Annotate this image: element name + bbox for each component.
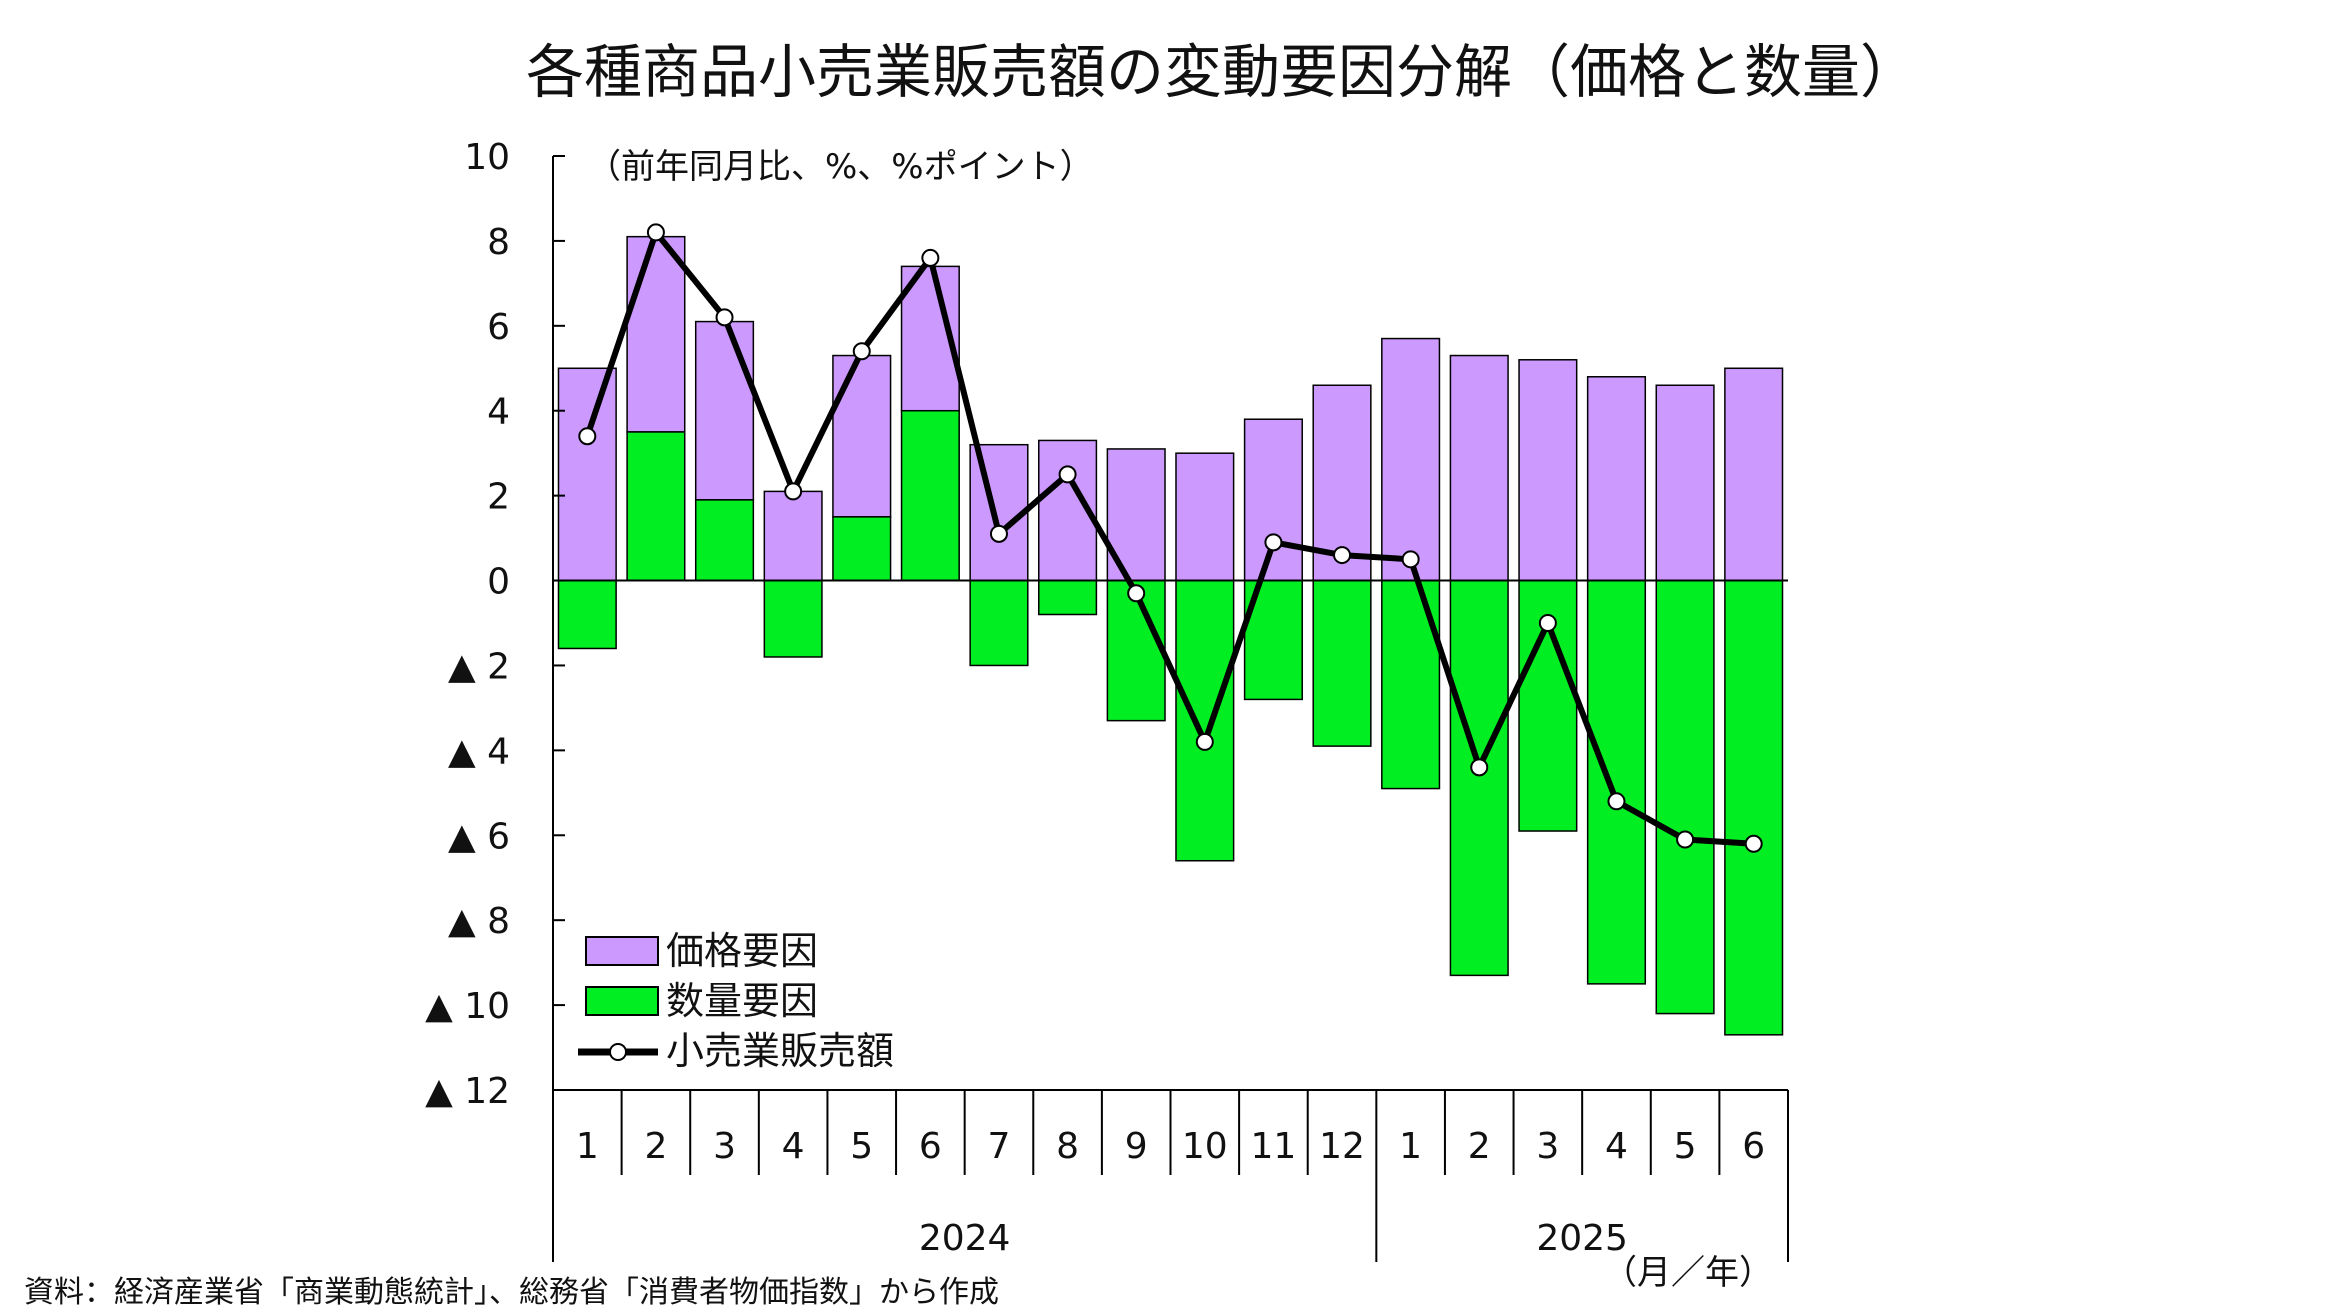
quantity-bar-18 [1724,579,1784,1036]
quantity-bar-14 [1449,579,1509,977]
retail-sales-point-5 [852,342,871,361]
x-tick-label: 4 [1605,1126,1628,1167]
price-bar-4 [763,490,823,582]
x-tick-label: 2 [1468,1126,1491,1167]
price-bar-10 [1175,452,1235,582]
y-tick-label: ▲ 8 [448,901,510,942]
retail-sales-point-16 [1607,792,1626,811]
legend-label-price: 価格要因 [666,929,818,973]
x-tick-label: 1 [576,1126,599,1167]
price-bar-3 [694,320,755,501]
x-tick-label: 6 [919,1126,942,1167]
quantity-bar-12 [1312,579,1372,747]
retail-sales-point-3 [715,308,734,327]
x-tick-label: 1 [1399,1126,1422,1167]
quantity-bar-5 [832,516,892,582]
x-tick-label: 11 [1251,1126,1297,1167]
price-bar-2 [626,235,686,433]
y-tick-label: 8 [487,222,510,263]
quantity-bar-10 [1175,579,1235,862]
x-tick-label: 3 [713,1126,736,1167]
year-label: 2025 [1536,1218,1628,1259]
x-category-labels: 1 2 3 4 5 6 7 8 9 10 11 12 1 2 3 4 5 6 [576,1126,1765,1167]
quantity-bar-4 [763,579,823,658]
retail-sales-point-9 [1127,584,1146,603]
price-bar-14 [1449,354,1509,582]
x-tick-label: 5 [850,1126,873,1167]
retail-sales-polyline [584,229,1754,847]
source-note: 資料：経済産業省「商業動態統計」、総務省「消費者物価指数」から作成 [24,1275,999,1310]
year-label: 2024 [919,1218,1011,1259]
quantity-bar-16 [1586,579,1647,985]
quantity-bar-2 [626,431,686,582]
unit-label: （前年同月比、%、%ポイント） [587,147,1094,187]
price-bar-1 [557,367,617,582]
y-tick-label: 2 [487,477,510,518]
quantity-bar-1 [557,579,617,650]
quantity-bar-6 [900,409,960,582]
quantity-factor-bars [557,409,1784,1036]
legend: 価格要因 数量要因 小売業販売額 [578,929,894,1073]
y-tick-label: 6 [487,307,510,348]
quantity-bar-3 [694,499,755,582]
price-bar-17 [1655,384,1715,582]
x-tick-label: 5 [1674,1126,1697,1167]
x-tick-label: 3 [1536,1126,1559,1167]
legend-swatch-marker [609,1043,627,1061]
y-tick-label: ▲ 2 [448,646,510,687]
legend-label-quantity: 数量要因 [666,979,818,1023]
price-bar-11 [1243,418,1303,582]
retail-sales-point-17 [1676,830,1695,849]
chart-title: 各種商品小売業販売額の変動要因分解（価格と数量） [526,38,1918,106]
x-unit-label: （月／年） [1603,1253,1773,1293]
x-tick-label: 6 [1742,1126,1765,1167]
retail-sales-point-4 [784,482,803,501]
y-tick-label: 10 [464,137,510,178]
y-tick-label: 0 [487,562,510,603]
price-bar-16 [1586,376,1647,582]
retail-sales-point-2 [646,223,665,242]
price-bar-13 [1381,337,1441,582]
retail-sales-point-13 [1401,550,1420,569]
legend-swatch-quantity [585,986,659,1016]
price-factor-bars [557,235,1784,582]
price-bar-15 [1518,359,1578,582]
retail-sales-point-18 [1744,834,1763,853]
x-tick-label: 7 [988,1126,1011,1167]
price-bar-18 [1724,367,1784,582]
y-tick-label: ▲ 10 [425,986,510,1027]
retail-sales-point-7 [989,524,1008,543]
quantity-bar-8 [1038,579,1098,616]
retail-sales-point-14 [1470,758,1489,777]
quantity-bar-17 [1655,579,1715,1015]
x-tick-label: 12 [1319,1126,1365,1167]
axes [552,155,1789,1262]
retail-sales-point-1 [578,427,597,446]
quantity-bar-7 [969,579,1029,667]
retail-sales-point-11 [1264,533,1283,552]
x-tick-label: 9 [1125,1126,1148,1167]
x-tick-label: 4 [782,1126,805,1167]
y-tick-labels: 10 8 6 4 2 0 ▲ 2 ▲ 4 ▲ 6 ▲ 8 ▲ 10 ▲ 12 [425,137,510,1112]
legend-swatch-price [585,936,659,966]
y-tick-label: ▲ 4 [448,731,510,772]
retail-sales-point-12 [1333,546,1352,565]
retail-sales-line [578,223,1763,853]
y-tick-label: ▲ 6 [448,816,510,857]
price-bar-5 [832,354,892,518]
year-labels: 2024 2025 [919,1218,1628,1259]
quantity-bar-9 [1106,579,1166,722]
x-tick-label: 8 [1056,1126,1079,1167]
retail-sales-point-15 [1538,614,1557,632]
retail-sales-point-10 [1195,732,1214,751]
retail-sales-point-6 [921,248,940,267]
x-tick-label: 10 [1182,1126,1228,1167]
retail-sales-point-8 [1058,465,1077,484]
x-tick-label: 2 [644,1126,667,1167]
legend-label-line: 小売業販売額 [666,1029,894,1073]
y-tick-label: ▲ 12 [425,1071,510,1112]
y-tick-label: 4 [487,392,510,433]
